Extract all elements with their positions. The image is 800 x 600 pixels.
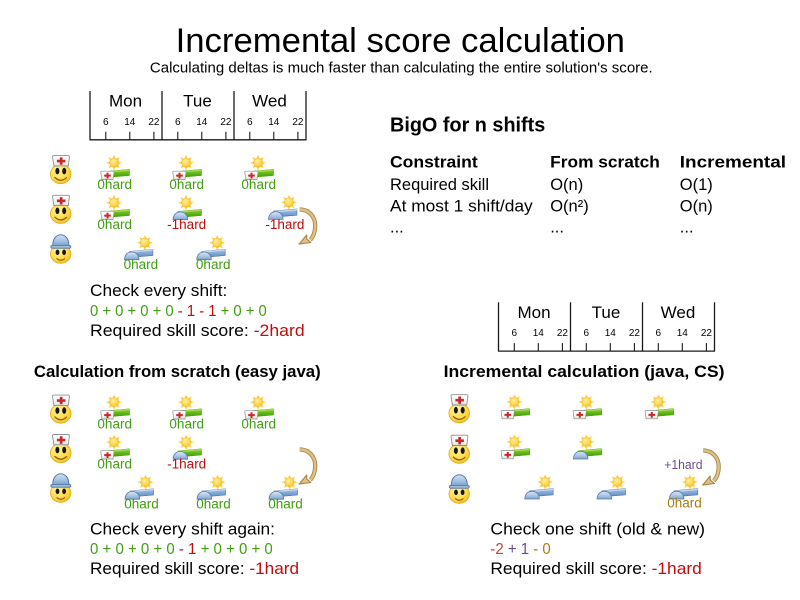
svg-text:22: 22 xyxy=(220,117,232,128)
svg-text:O(n): O(n) xyxy=(680,197,713,215)
svg-text:0hard: 0hard xyxy=(97,456,132,471)
svg-text:14: 14 xyxy=(124,117,136,128)
svg-text:Required skill score:: Required skill score: xyxy=(90,321,254,340)
svg-text:Calculating deltas is much fas: Calculating deltas is much faster than c… xyxy=(150,59,653,76)
svg-text:0hard: 0hard xyxy=(169,416,204,431)
svg-text:0hard: 0hard xyxy=(124,496,159,511)
svg-text:6: 6 xyxy=(175,117,181,128)
svg-text:- 0: - 0 xyxy=(533,541,551,558)
svg-text:-1hard: -1hard xyxy=(265,217,304,232)
svg-text:0hard: 0hard xyxy=(169,177,204,192)
svg-text:0hard: 0hard xyxy=(268,496,303,511)
svg-text:Check one shift (old & new): Check one shift (old & new) xyxy=(490,519,705,538)
svg-text:Wed: Wed xyxy=(661,303,696,322)
svg-text:Calculation from scratch (easy: Calculation from scratch (easy java) xyxy=(34,363,321,381)
svg-text:Constraint: Constraint xyxy=(390,153,478,172)
svg-text:Required skill: Required skill xyxy=(390,176,489,194)
svg-text:22: 22 xyxy=(701,328,713,339)
svg-text:Incremental score calculation: Incremental score calculation xyxy=(176,22,625,60)
svg-text:-2: -2 xyxy=(490,541,508,558)
svg-text:Tue: Tue xyxy=(183,92,212,111)
svg-text:Wed: Wed xyxy=(252,92,287,111)
svg-text:...: ... xyxy=(550,218,564,236)
svg-text:0hard: 0hard xyxy=(124,257,159,272)
svg-text:...: ... xyxy=(680,218,694,236)
svg-text:6: 6 xyxy=(584,328,590,339)
svg-text:0hard: 0hard xyxy=(241,416,276,431)
svg-text:0hard: 0hard xyxy=(196,257,231,272)
svg-text:- 1 - 1: - 1 - 1 xyxy=(178,303,221,320)
svg-text:-1hard: -1hard xyxy=(167,456,206,471)
svg-text:From scratch: From scratch xyxy=(550,153,660,172)
svg-text:-1hard: -1hard xyxy=(249,559,299,578)
svg-text:+ 0 + 0 + 0: + 0 + 0 + 0 xyxy=(201,541,274,558)
svg-text:BigO for n shifts: BigO for n shifts xyxy=(390,114,545,136)
svg-text:14: 14 xyxy=(605,328,617,339)
svg-text:O(1): O(1) xyxy=(680,176,713,194)
svg-text:-1hard: -1hard xyxy=(167,217,206,232)
svg-text:+1hard: +1hard xyxy=(664,457,702,472)
svg-text:Mon: Mon xyxy=(517,303,550,322)
svg-text:O(n): O(n) xyxy=(550,176,583,194)
svg-text:At most 1 shift/day: At most 1 shift/day xyxy=(390,197,533,215)
svg-text:0hard: 0hard xyxy=(97,217,132,232)
svg-text:Incremental: Incremental xyxy=(680,153,786,172)
svg-text:0 + 0 + 0 + 0: 0 + 0 + 0 + 0 xyxy=(90,541,179,558)
svg-text:14: 14 xyxy=(677,328,689,339)
svg-text:Mon: Mon xyxy=(109,92,142,111)
svg-text:6: 6 xyxy=(247,117,253,128)
svg-text:Required skill score:: Required skill score: xyxy=(490,559,651,578)
svg-text:22: 22 xyxy=(629,328,641,339)
svg-text:14: 14 xyxy=(196,117,208,128)
svg-text:-2hard: -2hard xyxy=(254,321,305,340)
svg-text:Incremental calculation (java,: Incremental calculation (java, CS) xyxy=(444,362,725,381)
svg-text:Check every shift:: Check every shift: xyxy=(90,281,227,300)
svg-text:Check every shift again:: Check every shift again: xyxy=(90,519,275,538)
svg-text:O(n²): O(n²) xyxy=(550,197,589,215)
svg-text:0hard: 0hard xyxy=(241,177,276,192)
svg-text:14: 14 xyxy=(268,117,280,128)
svg-text:...: ... xyxy=(390,218,404,236)
svg-text:6: 6 xyxy=(512,328,518,339)
svg-text:+ 0 + 0: + 0 + 0 xyxy=(221,303,268,320)
svg-text:22: 22 xyxy=(148,117,160,128)
svg-text:6: 6 xyxy=(103,117,109,128)
svg-text:14: 14 xyxy=(533,328,545,339)
svg-text:+ 1: + 1 xyxy=(508,541,533,558)
svg-text:0hard: 0hard xyxy=(196,496,231,511)
svg-text:-1hard: -1hard xyxy=(652,559,702,578)
svg-text:Required skill score:: Required skill score: xyxy=(90,559,249,578)
svg-text:- 1: - 1 xyxy=(179,541,201,558)
svg-text:22: 22 xyxy=(292,117,304,128)
svg-text:0hard: 0hard xyxy=(97,177,132,192)
svg-text:0 + 0 + 0 + 0: 0 + 0 + 0 + 0 xyxy=(90,303,178,320)
svg-text:0hard: 0hard xyxy=(97,416,132,431)
svg-text:22: 22 xyxy=(557,328,569,339)
svg-text:Tue: Tue xyxy=(592,303,621,322)
svg-text:6: 6 xyxy=(656,328,662,339)
svg-text:0hard: 0hard xyxy=(667,496,702,511)
